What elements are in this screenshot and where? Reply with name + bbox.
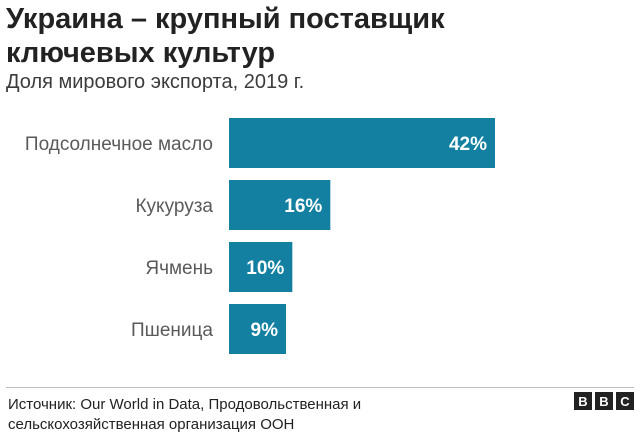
category-label: Кукуруза — [135, 196, 213, 217]
bbc-logo: B B C — [574, 392, 634, 410]
bar-2 — [229, 242, 293, 292]
chart-title: Украина – крупный поставщик ключевых кул… — [6, 3, 445, 69]
category-label: Подсолнечное масло — [25, 134, 213, 155]
chart-subtitle: Доля мирового экспорта, 2019 г. — [6, 71, 305, 93]
bar-chart: Подсолнечное масло 42% Кукуруза 16% Ячмень 10… — [25, 118, 495, 354]
footer-divider — [6, 387, 634, 388]
source-note: Источник: Our World in Data, Продовольст… — [8, 396, 362, 433]
value-label: 42% — [449, 134, 487, 155]
value-label: 16% — [284, 196, 322, 217]
category-label: Пшеница — [131, 320, 213, 341]
bar-3 — [229, 304, 286, 354]
bar-1 — [229, 180, 331, 230]
bbc-logo-letter: B — [574, 392, 592, 410]
bar-0 — [229, 118, 495, 168]
value-label: 9% — [251, 320, 279, 341]
category-label: Ячмень — [145, 258, 213, 279]
value-label: 10% — [246, 258, 284, 279]
bbc-logo-letter: B — [595, 392, 613, 410]
bbc-logo-letter: C — [616, 392, 634, 410]
